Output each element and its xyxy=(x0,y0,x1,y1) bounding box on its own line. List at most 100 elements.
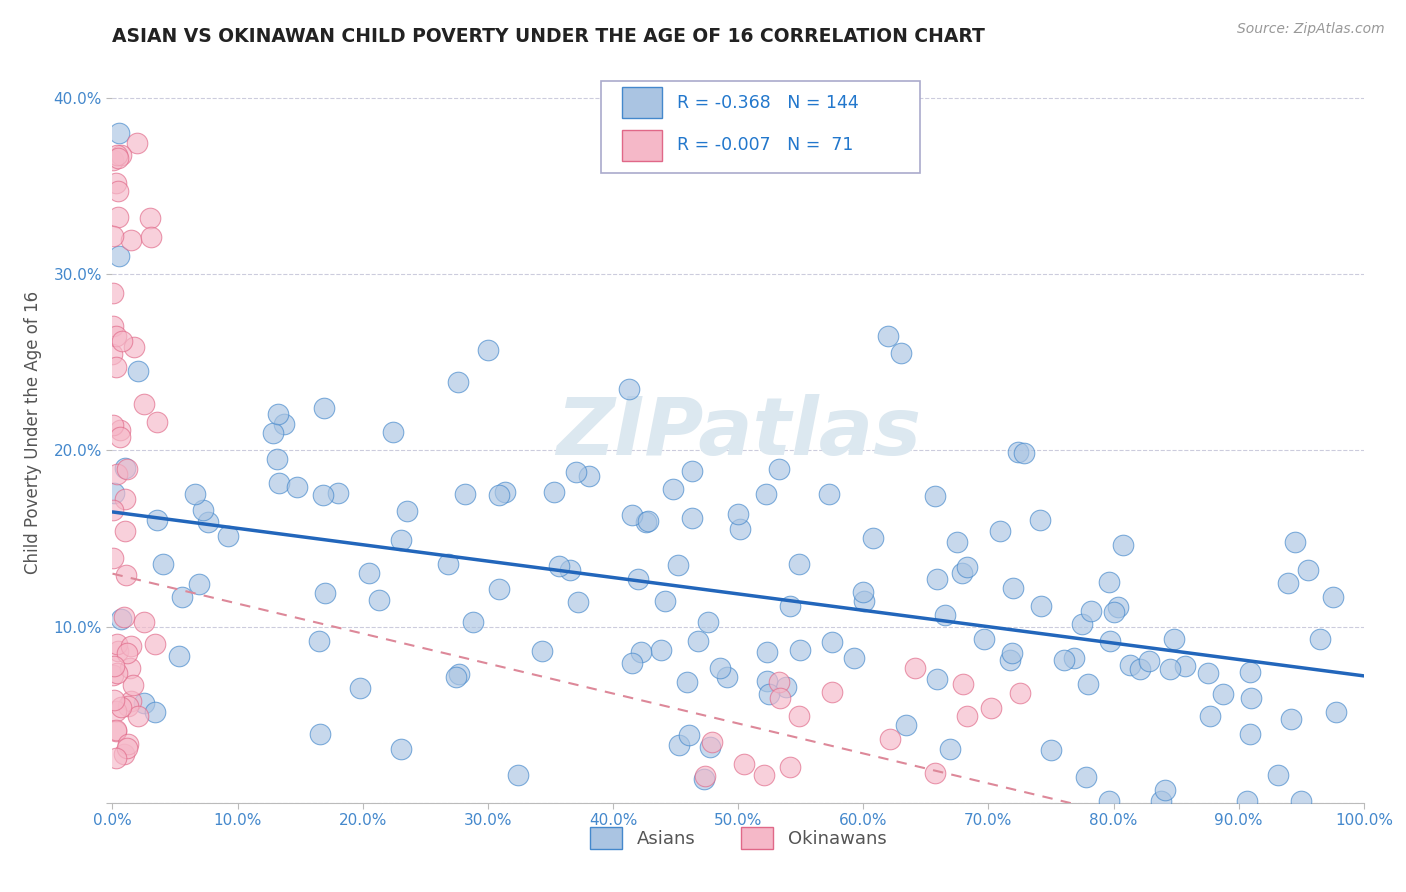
Point xyxy=(191,503,214,517)
Point xyxy=(105,750,128,764)
Point xyxy=(125,136,148,150)
Point xyxy=(101,418,124,433)
Point xyxy=(1112,538,1135,552)
Point xyxy=(437,557,460,571)
Point xyxy=(1102,606,1125,620)
Point xyxy=(146,415,169,429)
Point xyxy=(107,210,129,224)
Point xyxy=(188,577,211,591)
Point xyxy=(728,522,751,536)
Point xyxy=(115,461,138,475)
Point xyxy=(702,735,724,749)
Point xyxy=(1277,576,1299,591)
Point xyxy=(1029,599,1052,613)
Point xyxy=(266,451,288,466)
Point xyxy=(395,504,418,518)
Point xyxy=(146,513,169,527)
Point xyxy=(312,488,335,502)
Point xyxy=(1163,632,1185,646)
Point xyxy=(115,646,138,660)
Point xyxy=(108,429,131,443)
Bar xyxy=(621,87,662,119)
Point xyxy=(654,594,676,608)
Point xyxy=(308,633,330,648)
Point xyxy=(956,559,979,574)
Point xyxy=(312,401,335,415)
Point xyxy=(787,708,810,723)
Point xyxy=(488,487,510,501)
Point xyxy=(973,632,995,647)
Point xyxy=(695,769,717,783)
Point xyxy=(1239,727,1261,741)
Point xyxy=(548,559,571,574)
Point xyxy=(104,176,127,190)
Point xyxy=(141,230,163,244)
Point xyxy=(114,524,136,539)
Point xyxy=(1129,662,1152,676)
Point xyxy=(620,508,643,522)
Point xyxy=(630,645,652,659)
Point xyxy=(980,701,1002,715)
Point xyxy=(620,657,643,671)
Point xyxy=(775,680,797,694)
Point xyxy=(122,340,145,354)
Point xyxy=(103,503,125,517)
Point xyxy=(107,249,129,263)
Point xyxy=(105,467,128,482)
Point xyxy=(924,489,946,503)
Point xyxy=(1159,663,1181,677)
Point xyxy=(789,643,811,657)
Point xyxy=(636,515,658,529)
Point xyxy=(1197,666,1219,681)
Point xyxy=(110,612,132,626)
Point xyxy=(107,644,129,658)
Point xyxy=(381,425,404,439)
Point xyxy=(1107,599,1129,614)
Text: ZIPatlas: ZIPatlas xyxy=(555,393,921,472)
Point xyxy=(167,649,190,664)
Point xyxy=(925,672,948,686)
Text: R = -0.368   N = 144: R = -0.368 N = 144 xyxy=(676,94,859,112)
Point xyxy=(619,383,641,397)
Point xyxy=(852,585,875,599)
Point xyxy=(756,645,779,659)
Point xyxy=(1029,513,1052,527)
Point xyxy=(662,483,685,497)
Point xyxy=(565,466,588,480)
Point xyxy=(567,595,589,609)
Point xyxy=(105,665,128,680)
Point xyxy=(114,492,136,507)
Point xyxy=(105,724,128,739)
Point xyxy=(678,728,700,742)
Point xyxy=(1007,445,1029,459)
Point xyxy=(103,229,125,244)
Point xyxy=(143,705,166,719)
Point xyxy=(699,740,721,755)
Point xyxy=(1012,446,1035,460)
Point xyxy=(787,557,810,571)
Point xyxy=(1198,708,1220,723)
Point xyxy=(127,364,149,378)
Point xyxy=(103,693,125,707)
Point xyxy=(105,637,128,651)
Point xyxy=(152,557,174,571)
Point xyxy=(117,740,139,755)
Point xyxy=(127,709,149,723)
Text: R = -0.007   N =  71: R = -0.007 N = 71 xyxy=(676,136,853,154)
Point xyxy=(262,426,284,441)
Point xyxy=(197,515,219,529)
Point xyxy=(477,343,499,358)
Point xyxy=(1284,535,1306,549)
Point xyxy=(111,334,134,349)
Point xyxy=(818,487,841,501)
Point xyxy=(101,668,124,682)
Point xyxy=(755,487,778,501)
Point xyxy=(650,643,672,657)
Point xyxy=(1267,768,1289,782)
Point xyxy=(531,644,554,658)
Point xyxy=(666,558,689,572)
Point xyxy=(821,634,844,648)
Point xyxy=(1118,658,1140,673)
Point xyxy=(1150,794,1173,808)
Point xyxy=(1322,590,1344,604)
